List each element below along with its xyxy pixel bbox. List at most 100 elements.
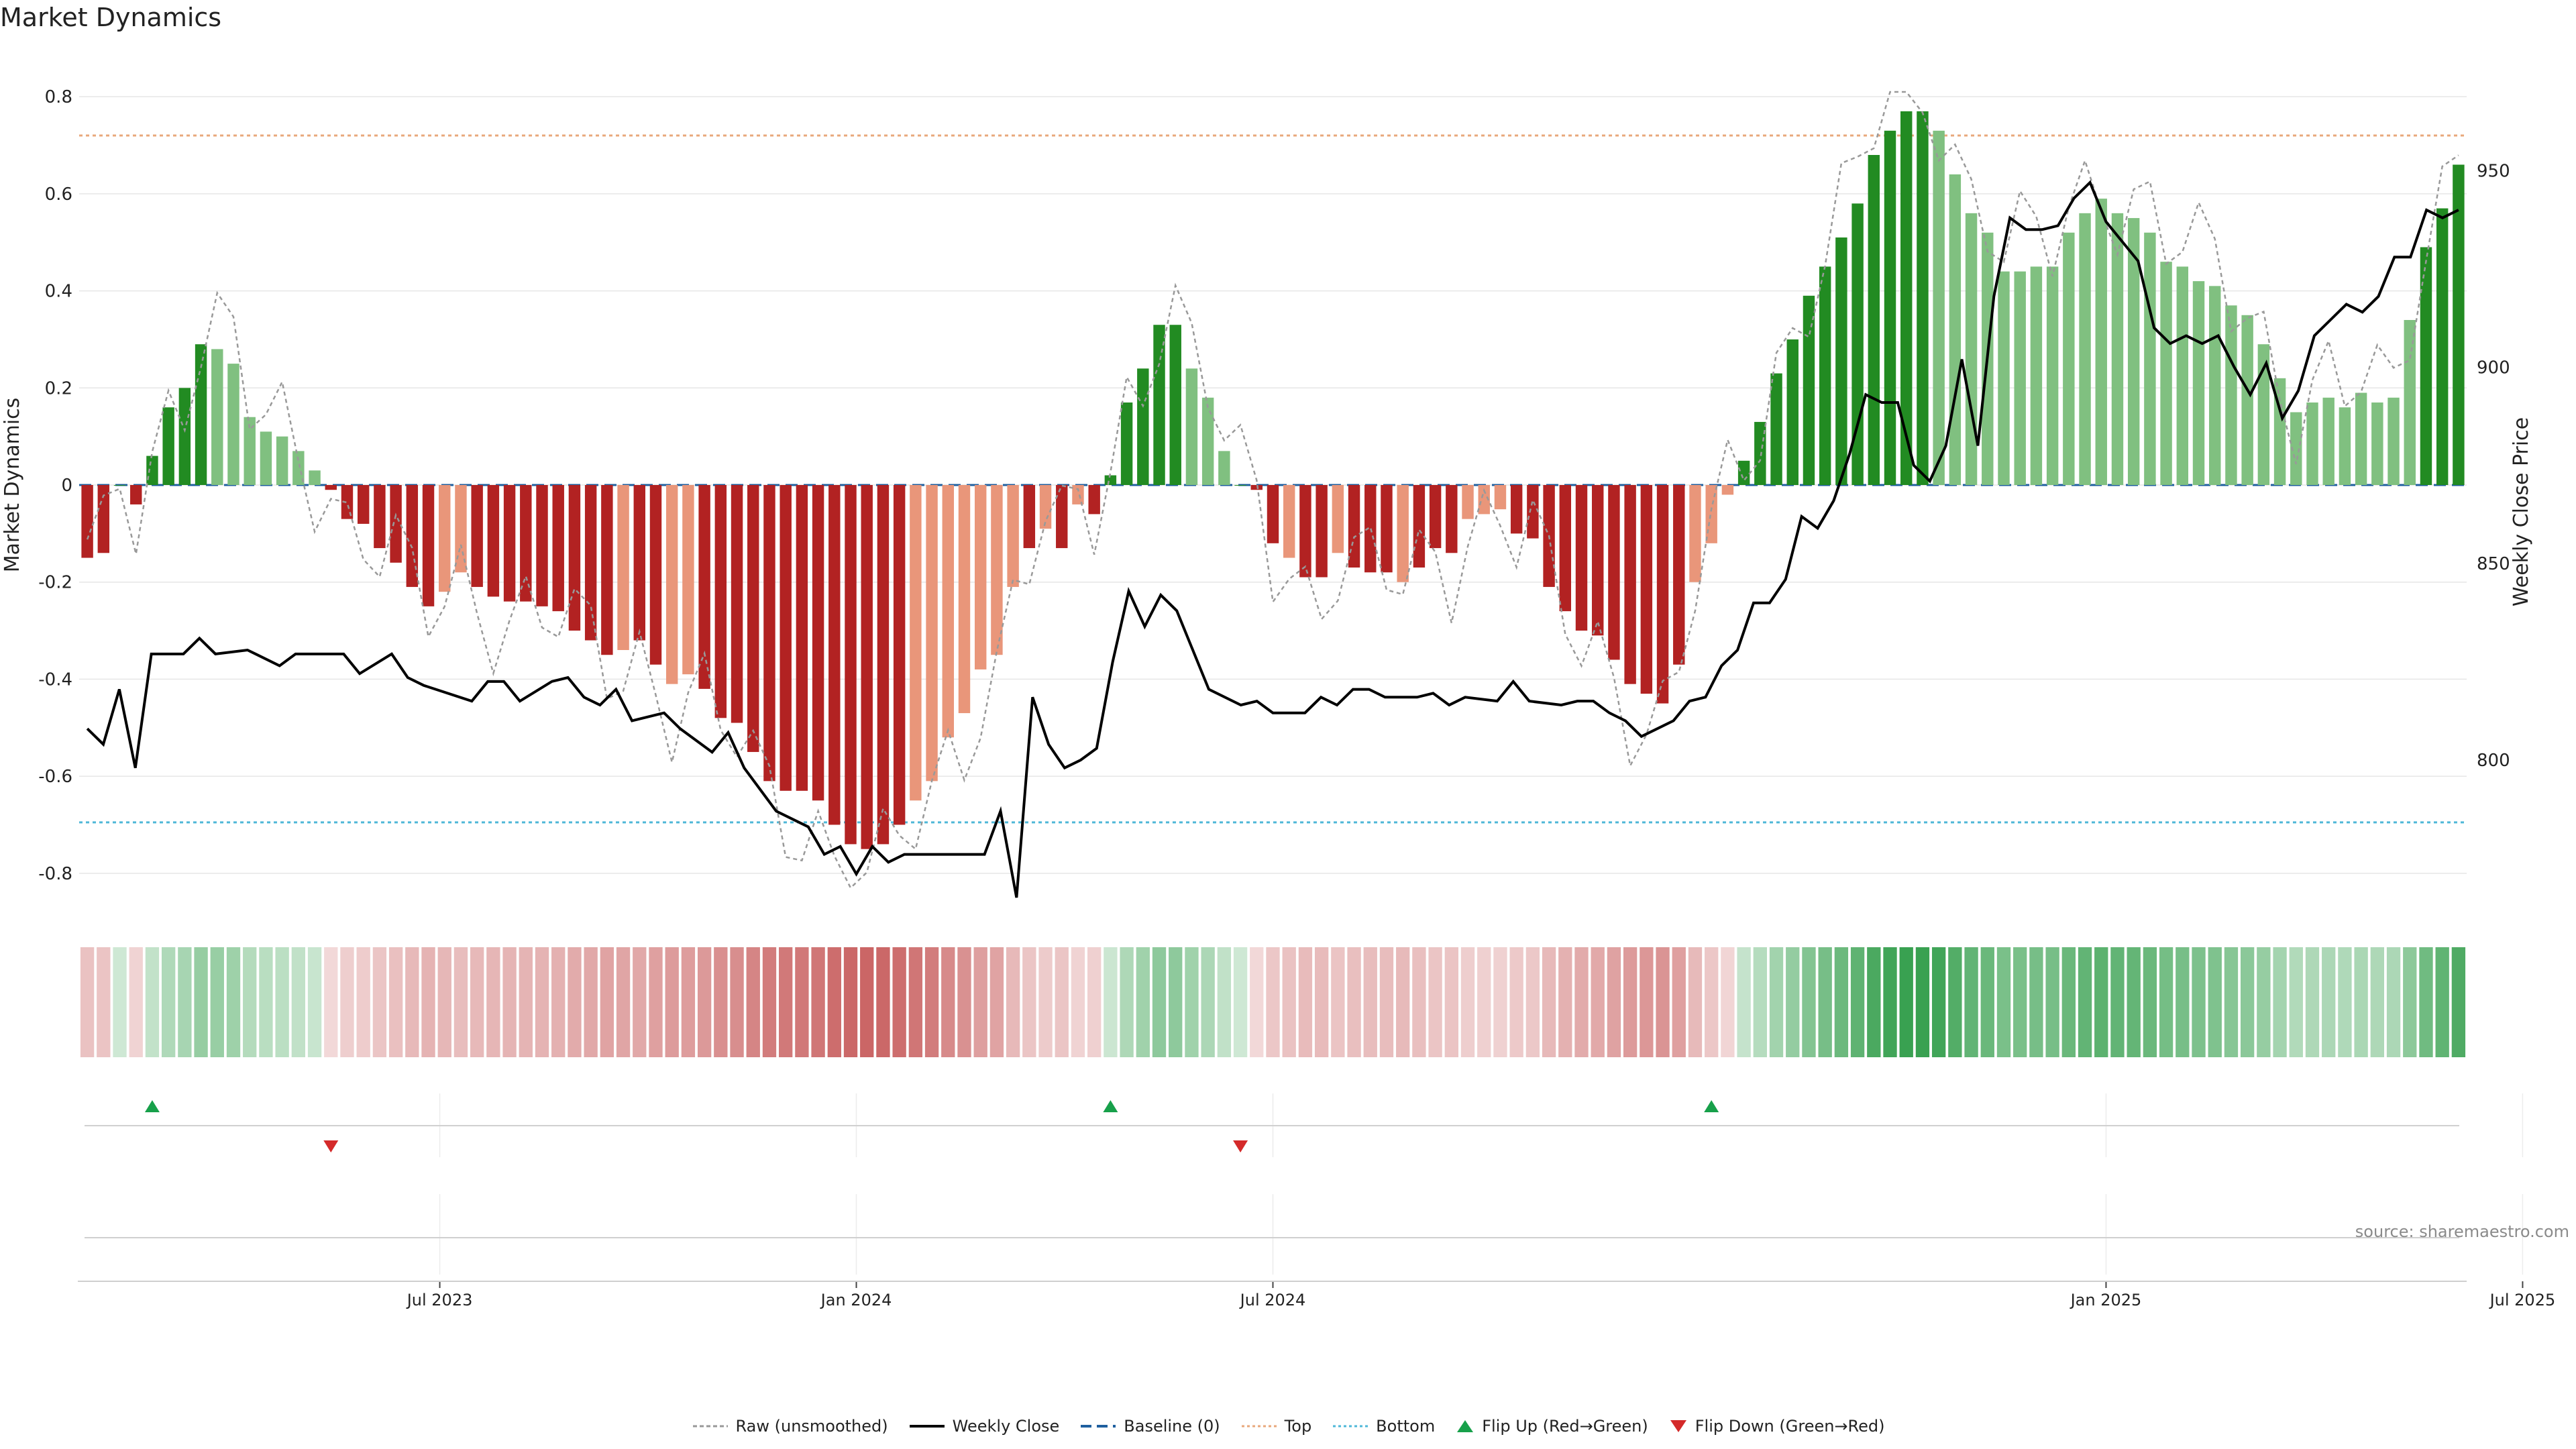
md-bar <box>2257 344 2270 485</box>
heat-cell <box>372 947 387 1057</box>
md-bar <box>552 485 564 612</box>
heat-cell <box>1120 947 1134 1057</box>
md-bar <box>374 485 386 549</box>
md-bar <box>633 485 645 641</box>
heat-cell <box>1850 947 1865 1057</box>
md-bar <box>1137 368 1149 485</box>
heat-cell <box>568 947 582 1057</box>
y-tick-label: -0.4 <box>38 669 72 690</box>
md-bar <box>1721 485 1734 495</box>
md-bar <box>1429 485 1442 549</box>
heat-cell <box>1428 947 1442 1057</box>
md-bar <box>893 485 906 825</box>
heat-cell <box>178 947 192 1057</box>
md-bar <box>1267 485 1279 543</box>
md-bar <box>991 485 1003 655</box>
y2-tick-label: 850 <box>2477 554 2510 574</box>
md-bar <box>2241 315 2253 485</box>
md-bar <box>731 485 743 723</box>
md-bar <box>2176 266 2189 485</box>
heat-cell <box>129 947 143 1057</box>
heat-cell <box>1217 947 1232 1057</box>
md-bar <box>536 485 548 606</box>
heat-cell <box>681 947 696 1057</box>
md-bar <box>1316 485 1328 578</box>
heat-cell <box>2013 947 2027 1057</box>
md-bar <box>1884 130 1896 485</box>
heat-cell <box>633 947 647 1057</box>
md-bar <box>2160 262 2172 485</box>
md-bar <box>1234 485 1246 486</box>
md-bar <box>2063 232 2075 485</box>
top-swatch-icon <box>1241 1425 1277 1428</box>
md-bar <box>2111 213 2124 485</box>
md-bar <box>1348 485 1360 568</box>
y-tick-label: 0 <box>61 476 72 496</box>
md-bar <box>1494 485 1507 510</box>
md-bar <box>1397 485 1409 582</box>
heat-cell <box>1152 947 1167 1057</box>
md-bar <box>178 388 191 485</box>
heat-cell <box>2289 947 2303 1057</box>
x-tick-label: Jan 2024 <box>820 1291 892 1309</box>
heat-cell <box>1996 947 2011 1057</box>
heat-cell <box>2386 947 2401 1057</box>
md-bar <box>2030 266 2043 485</box>
heat-cell <box>1623 947 1638 1057</box>
md-bar <box>1656 485 1669 704</box>
legend-flip-down-label: Flip Down (Green→Red) <box>1695 1417 1885 1436</box>
heat-cell <box>2094 947 2108 1057</box>
heat-cell <box>924 947 939 1057</box>
close-swatch-icon <box>909 1425 945 1428</box>
md-bar <box>1949 174 1962 485</box>
md-bar <box>1023 485 1036 549</box>
heat-cell <box>1136 947 1150 1057</box>
legend-flip-up: Flip Up (Red→Green) <box>1455 1417 1648 1436</box>
md-bar <box>2306 402 2318 485</box>
heat-cell <box>1542 947 1556 1057</box>
heat-cell <box>1314 947 1329 1057</box>
heat-cell <box>2176 947 2190 1057</box>
heat-cell <box>161 947 176 1057</box>
md-bar <box>2192 281 2205 485</box>
md-bar <box>1039 485 1052 529</box>
md-bar <box>1592 485 1604 636</box>
md-bar <box>780 485 792 791</box>
heat-cell <box>616 947 631 1057</box>
md-bar <box>325 485 337 490</box>
heat-cell <box>1379 947 1394 1057</box>
md-bar <box>1965 213 1978 485</box>
close-line <box>86 180 2459 898</box>
heat-cell <box>1104 947 1118 1057</box>
heat-cell <box>2354 947 2368 1057</box>
heat-cell <box>356 947 370 1057</box>
heat-cell <box>2305 947 2320 1057</box>
y2-tick-label: 800 <box>2477 751 2510 771</box>
heat-cell <box>1477 947 1491 1057</box>
heat-cell <box>1331 947 1345 1057</box>
grid-layer <box>79 96 2524 1275</box>
heat-cell <box>2143 947 2157 1057</box>
heat-cell <box>324 947 338 1057</box>
legend-close-label: Weekly Close <box>952 1417 1060 1436</box>
legend-flip-down: Flip Down (Green→Red) <box>1668 1417 1885 1436</box>
heat-cell <box>226 947 241 1057</box>
heat-cell <box>2240 947 2255 1057</box>
heat-cell <box>957 947 971 1057</box>
md-bar <box>487 485 500 597</box>
heat-cell <box>2224 947 2239 1057</box>
heat-cell <box>2273 947 2287 1057</box>
heat-cell <box>80 947 95 1057</box>
md-bar <box>828 485 841 825</box>
md-bar <box>2339 407 2351 485</box>
md-bar <box>1088 485 1100 515</box>
heat-cell <box>259 947 273 1057</box>
heat-cell <box>973 947 987 1057</box>
md-bar <box>422 485 435 606</box>
heat-cell <box>535 947 549 1057</box>
heat-cell <box>795 947 809 1057</box>
md-bar <box>1299 485 1311 578</box>
md-bar <box>81 485 93 558</box>
heat-cell <box>1948 947 1962 1057</box>
md-bar <box>1559 485 1572 612</box>
